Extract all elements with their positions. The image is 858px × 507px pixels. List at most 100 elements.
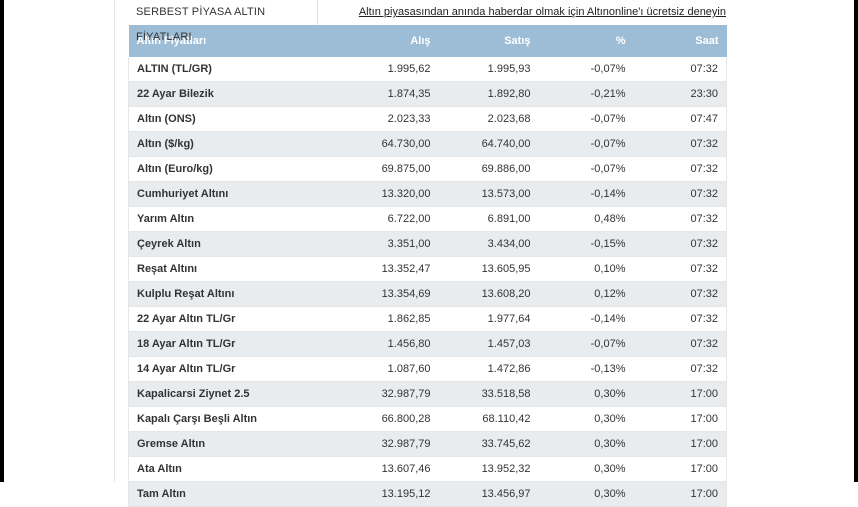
row-change-percent: -0,14% xyxy=(538,181,634,207)
row-time: 17:00 xyxy=(633,381,727,407)
row-name: Altın (Euro/kg) xyxy=(128,156,289,182)
row-sell-price: 13.608,20 xyxy=(438,281,539,307)
table-row[interactable]: Çeyrek Altın 3.351,00 3.434,00 -0,15% 07:32 xyxy=(128,231,727,257)
row-name: Reşat Altını xyxy=(128,256,289,282)
column-header-sell: Satış xyxy=(438,25,539,57)
row-name: Kulplu Reşat Altını xyxy=(128,281,289,307)
row-sell-price: 13.952,32 xyxy=(438,456,539,482)
row-change-percent: -0,14% xyxy=(538,306,634,332)
row-name: Altın ($/kg) xyxy=(128,131,289,157)
table-row[interactable]: Cumhuriyet Altını 13.320,00 13.573,00 -0,14… xyxy=(128,181,727,207)
column-header-buy: Alış xyxy=(288,25,439,57)
row-change-percent: 0,30% xyxy=(538,381,634,407)
row-sell-price: 69.886,00 xyxy=(438,156,539,182)
row-time: 23:30 xyxy=(633,81,727,107)
row-sell-price: 13.605,95 xyxy=(438,256,539,282)
row-time: 07:32 xyxy=(633,206,727,232)
promo-link[interactable]: Altın piyasasından anında haberdar olmak… xyxy=(358,6,726,18)
right-edge xyxy=(854,0,858,482)
row-change-percent: -0,07% xyxy=(538,57,634,82)
row-buy-price: 32.987,79 xyxy=(288,431,439,457)
row-change-percent: -0,07% xyxy=(538,131,634,157)
row-sell-price: 33.745,62 xyxy=(438,431,539,457)
table-row[interactable]: 22 Ayar Bilezik 1.874,35 1.892,80 -0,21% 23:… xyxy=(128,81,727,107)
row-change-percent: 0,30% xyxy=(538,406,634,432)
row-buy-price: 1.995,62 xyxy=(288,57,439,82)
table-header-row: Altın Fiyatları Alış Satış % Saat xyxy=(128,25,727,57)
row-time: 07:32 xyxy=(633,131,727,157)
row-time: 07:32 xyxy=(633,331,727,357)
table-row[interactable]: Gremse Altın 32.987,79 33.745,62 0,30% 17:00 xyxy=(128,431,727,457)
table-row[interactable]: 14 Ayar Altın TL/Gr 1.087,60 1.472,86 -0,13… xyxy=(128,356,727,382)
table-row[interactable]: Tam Altın 13.195,12 13.456,97 0,30% 17:00 xyxy=(128,481,727,507)
table-row[interactable]: Kapalicarsi Ziynet 2.5 32.987,79 33.518,58… xyxy=(128,381,727,407)
table-row[interactable]: Ata Altın 13.607,46 13.952,32 0,30% 17:00 xyxy=(128,456,727,482)
row-name: Altın (ONS) xyxy=(128,106,289,132)
row-buy-price: 13.320,00 xyxy=(288,181,439,207)
row-buy-price: 2.023,33 xyxy=(288,106,439,132)
row-sell-price: 1.995,93 xyxy=(438,57,539,82)
row-name: Tam Altın xyxy=(128,481,289,507)
row-sell-price: 13.456,97 xyxy=(438,481,539,507)
row-name: Kapalı Çarşı Beşli Altın xyxy=(128,406,289,432)
row-name: Ata Altın xyxy=(128,456,289,482)
row-change-percent: 0,30% xyxy=(538,481,634,507)
row-time: 07:32 xyxy=(633,306,727,332)
table-row[interactable]: Reşat Altını 13.352,47 13.605,95 0,10% 07:32 xyxy=(128,256,727,282)
row-buy-price: 3.351,00 xyxy=(288,231,439,257)
row-time: 07:32 xyxy=(633,57,727,82)
row-time: 07:32 xyxy=(633,231,727,257)
row-change-percent: 0,48% xyxy=(538,206,634,232)
row-name: ALTIN (TL/GR) xyxy=(128,57,289,82)
row-time: 17:00 xyxy=(633,481,727,507)
row-change-percent: 0,12% xyxy=(538,281,634,307)
row-buy-price: 1.862,85 xyxy=(288,306,439,332)
table-row[interactable]: Kulplu Reşat Altını 13.354,69 13.608,20 0,1… xyxy=(128,281,727,307)
row-name: Kapalicarsi Ziynet 2.5 xyxy=(128,381,289,407)
row-sell-price: 13.573,00 xyxy=(438,181,539,207)
row-sell-price: 1.457,03 xyxy=(438,331,539,357)
section-title-tab[interactable]: SERBEST PİYASA ALTIN FİYATLARI xyxy=(128,0,318,43)
row-sell-price: 3.434,00 xyxy=(438,231,539,257)
row-buy-price: 6.722,00 xyxy=(288,206,439,232)
row-sell-price: 6.891,00 xyxy=(438,206,539,232)
row-buy-price: 13.195,12 xyxy=(288,481,439,507)
row-name: Yarım Altın xyxy=(128,206,289,232)
row-sell-price: 1.892,80 xyxy=(438,81,539,107)
row-buy-price: 13.352,47 xyxy=(288,256,439,282)
table-row[interactable]: 22 Ayar Altın TL/Gr 1.862,85 1.977,64 -0,14… xyxy=(128,306,727,332)
row-time: 07:32 xyxy=(633,256,727,282)
row-sell-price: 1.472,86 xyxy=(438,356,539,382)
table-row[interactable]: Altın (Euro/kg) 69.875,00 69.886,00 -0,07% 0… xyxy=(128,156,727,182)
row-change-percent: -0,07% xyxy=(538,331,634,357)
table-row[interactable]: Yarım Altın 6.722,00 6.891,00 0,48% 07:32 xyxy=(128,206,727,232)
table-row[interactable]: ALTIN (TL/GR) 1.995,62 1.995,93 -0,07% 07:32 xyxy=(128,57,727,82)
row-sell-price: 64.740,00 xyxy=(438,131,539,157)
row-time: 07:32 xyxy=(633,156,727,182)
column-header-name: Altın Fiyatları xyxy=(128,25,289,57)
panel-header: SERBEST PİYASA ALTIN FİYATLARI Altın piy… xyxy=(128,0,726,43)
gold-prices-panel: SERBEST PİYASA ALTIN FİYATLARI Altın piy… xyxy=(128,0,727,507)
row-buy-price: 13.354,69 xyxy=(288,281,439,307)
row-name: 22 Ayar Altın TL/Gr xyxy=(128,306,289,332)
row-buy-price: 1.087,60 xyxy=(288,356,439,382)
row-buy-price: 66.800,28 xyxy=(288,406,439,432)
table-row[interactable]: Altın ($/kg) 64.730,00 64.740,00 -0,07% 07:3… xyxy=(128,131,727,157)
column-header-time: Saat xyxy=(633,25,727,57)
row-change-percent: -0,13% xyxy=(538,356,634,382)
table-row[interactable]: 18 Ayar Altın TL/Gr 1.456,80 1.457,03 -0,07… xyxy=(128,331,727,357)
row-sell-price: 33.518,58 xyxy=(438,381,539,407)
row-buy-price: 64.730,00 xyxy=(288,131,439,157)
row-name: Gremse Altın xyxy=(128,431,289,457)
row-change-percent: -0,07% xyxy=(538,106,634,132)
row-buy-price: 32.987,79 xyxy=(288,381,439,407)
row-change-percent: 0,10% xyxy=(538,256,634,282)
table-row[interactable]: Kapalı Çarşı Beşli Altın 66.800,28 68.110,… xyxy=(128,406,727,432)
row-change-percent: -0,21% xyxy=(538,81,634,107)
row-buy-price: 1.874,35 xyxy=(288,81,439,107)
row-name: 22 Ayar Bilezik xyxy=(128,81,289,107)
row-time: 07:47 xyxy=(633,106,727,132)
row-change-percent: -0,07% xyxy=(538,156,634,182)
table-row[interactable]: Altın (ONS) 2.023,33 2.023,68 -0,07% 07:47 xyxy=(128,106,727,132)
column-header-change: % xyxy=(538,25,634,57)
